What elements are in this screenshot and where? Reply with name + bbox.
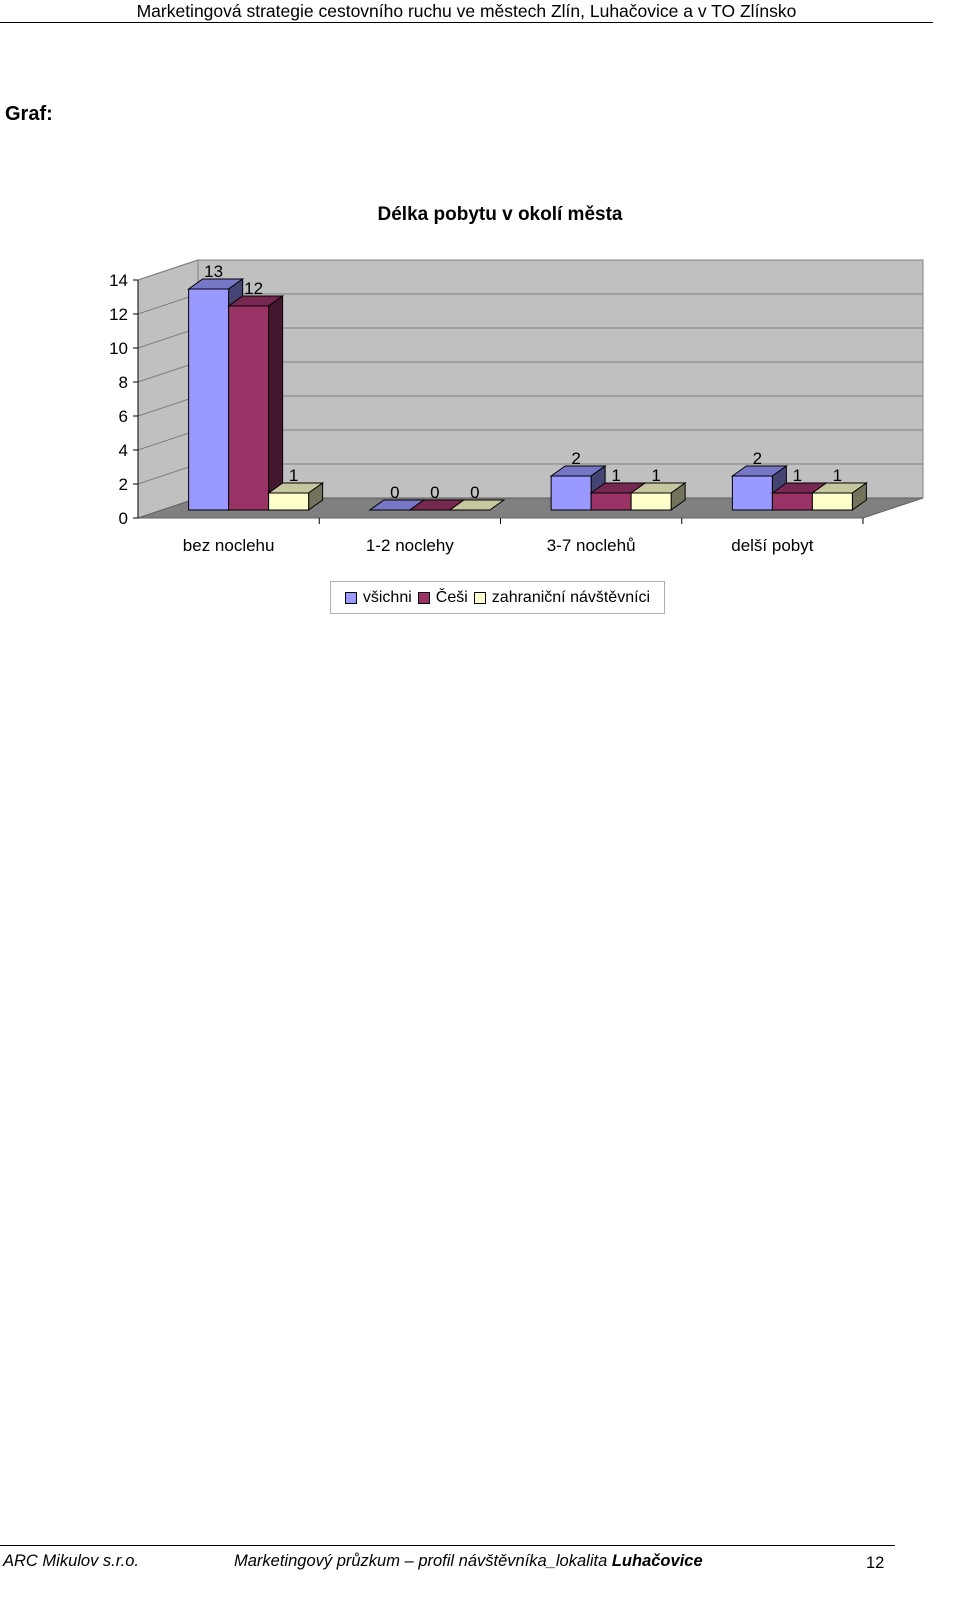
bar-chart: Délka pobytu v okolí města02468101214bez…	[109, 204, 924, 555]
data-label: 1	[289, 466, 298, 485]
chart-floor	[137, 497, 924, 519]
footer-title-prefix: Marketingový průzkum – profil návštěvník…	[234, 1552, 612, 1570]
data-label: 1	[793, 466, 802, 485]
chart-legend: všichni Češi zahraniční návštěvníci	[330, 581, 665, 614]
bar	[630, 492, 672, 511]
legend-swatch	[417, 591, 430, 604]
y-tick-label: 2	[119, 475, 128, 494]
bar	[590, 492, 632, 511]
y-tick-label: 12	[109, 305, 128, 324]
y-tick-label: 10	[109, 339, 128, 358]
data-label: 12	[244, 279, 263, 298]
y-tick-label: 4	[119, 441, 128, 460]
document-header: Marketingová strategie cestovního ruchu …	[0, 0, 933, 23]
document-footer: ARC Mikulov s.r.o. Marketingový průzkum …	[0, 1545, 895, 1573]
legend-item: Češi	[417, 588, 468, 607]
chart-title: Délka pobytu v okolí města	[378, 204, 623, 225]
y-tick-label: 8	[119, 373, 128, 392]
bar	[188, 288, 230, 511]
data-label: 1	[651, 466, 660, 485]
data-label: 1	[611, 466, 620, 485]
y-tick-label: 6	[119, 407, 128, 426]
bar	[771, 492, 813, 511]
y-tick-label: 0	[119, 509, 128, 528]
chart-back-wall	[197, 259, 924, 499]
gridline	[137, 259, 923, 281]
document-header-title: Marketingová strategie cestovního ruchu …	[136, 1, 797, 21]
footer-company: ARC Mikulov s.r.o.	[3, 1552, 139, 1570]
legend-label: zahraniční návštěvníci	[491, 588, 651, 606]
x-tick-label: 1-2 noclehy	[366, 536, 454, 555]
x-tick-label: 3-7 noclehů	[547, 536, 636, 555]
x-tick-label: bez noclehu	[183, 536, 275, 555]
legend-item: zahraniční návštěvníci	[473, 588, 651, 607]
data-label: 2	[571, 449, 580, 468]
data-label: 0	[390, 483, 399, 502]
bar-side	[268, 295, 284, 511]
x-tick-label: delší pobyt	[731, 536, 813, 555]
legend-label: všichni	[362, 588, 412, 606]
legend-swatch	[473, 591, 486, 604]
footer-title: Marketingový průzkum – profil návštěvník…	[234, 1549, 703, 1573]
footer-title-location: Luhačovice	[611, 1552, 703, 1570]
bar-top	[448, 499, 506, 511]
data-label: 0	[430, 483, 439, 502]
bar	[228, 305, 270, 511]
legend-item: všichni	[344, 588, 412, 607]
data-label: 13	[204, 262, 223, 281]
data-label: 0	[470, 483, 479, 502]
bar	[550, 475, 592, 511]
data-label: 2	[753, 449, 762, 468]
bar	[731, 475, 773, 511]
bar	[811, 492, 853, 511]
footer-page-number: 12	[866, 1554, 885, 1572]
section-label: Graf:	[5, 103, 53, 125]
legend-swatch	[344, 591, 357, 604]
legend-label: Češi	[435, 588, 468, 606]
bar	[268, 492, 310, 511]
y-tick-label: 14	[109, 271, 128, 290]
data-label: 1	[833, 466, 842, 485]
